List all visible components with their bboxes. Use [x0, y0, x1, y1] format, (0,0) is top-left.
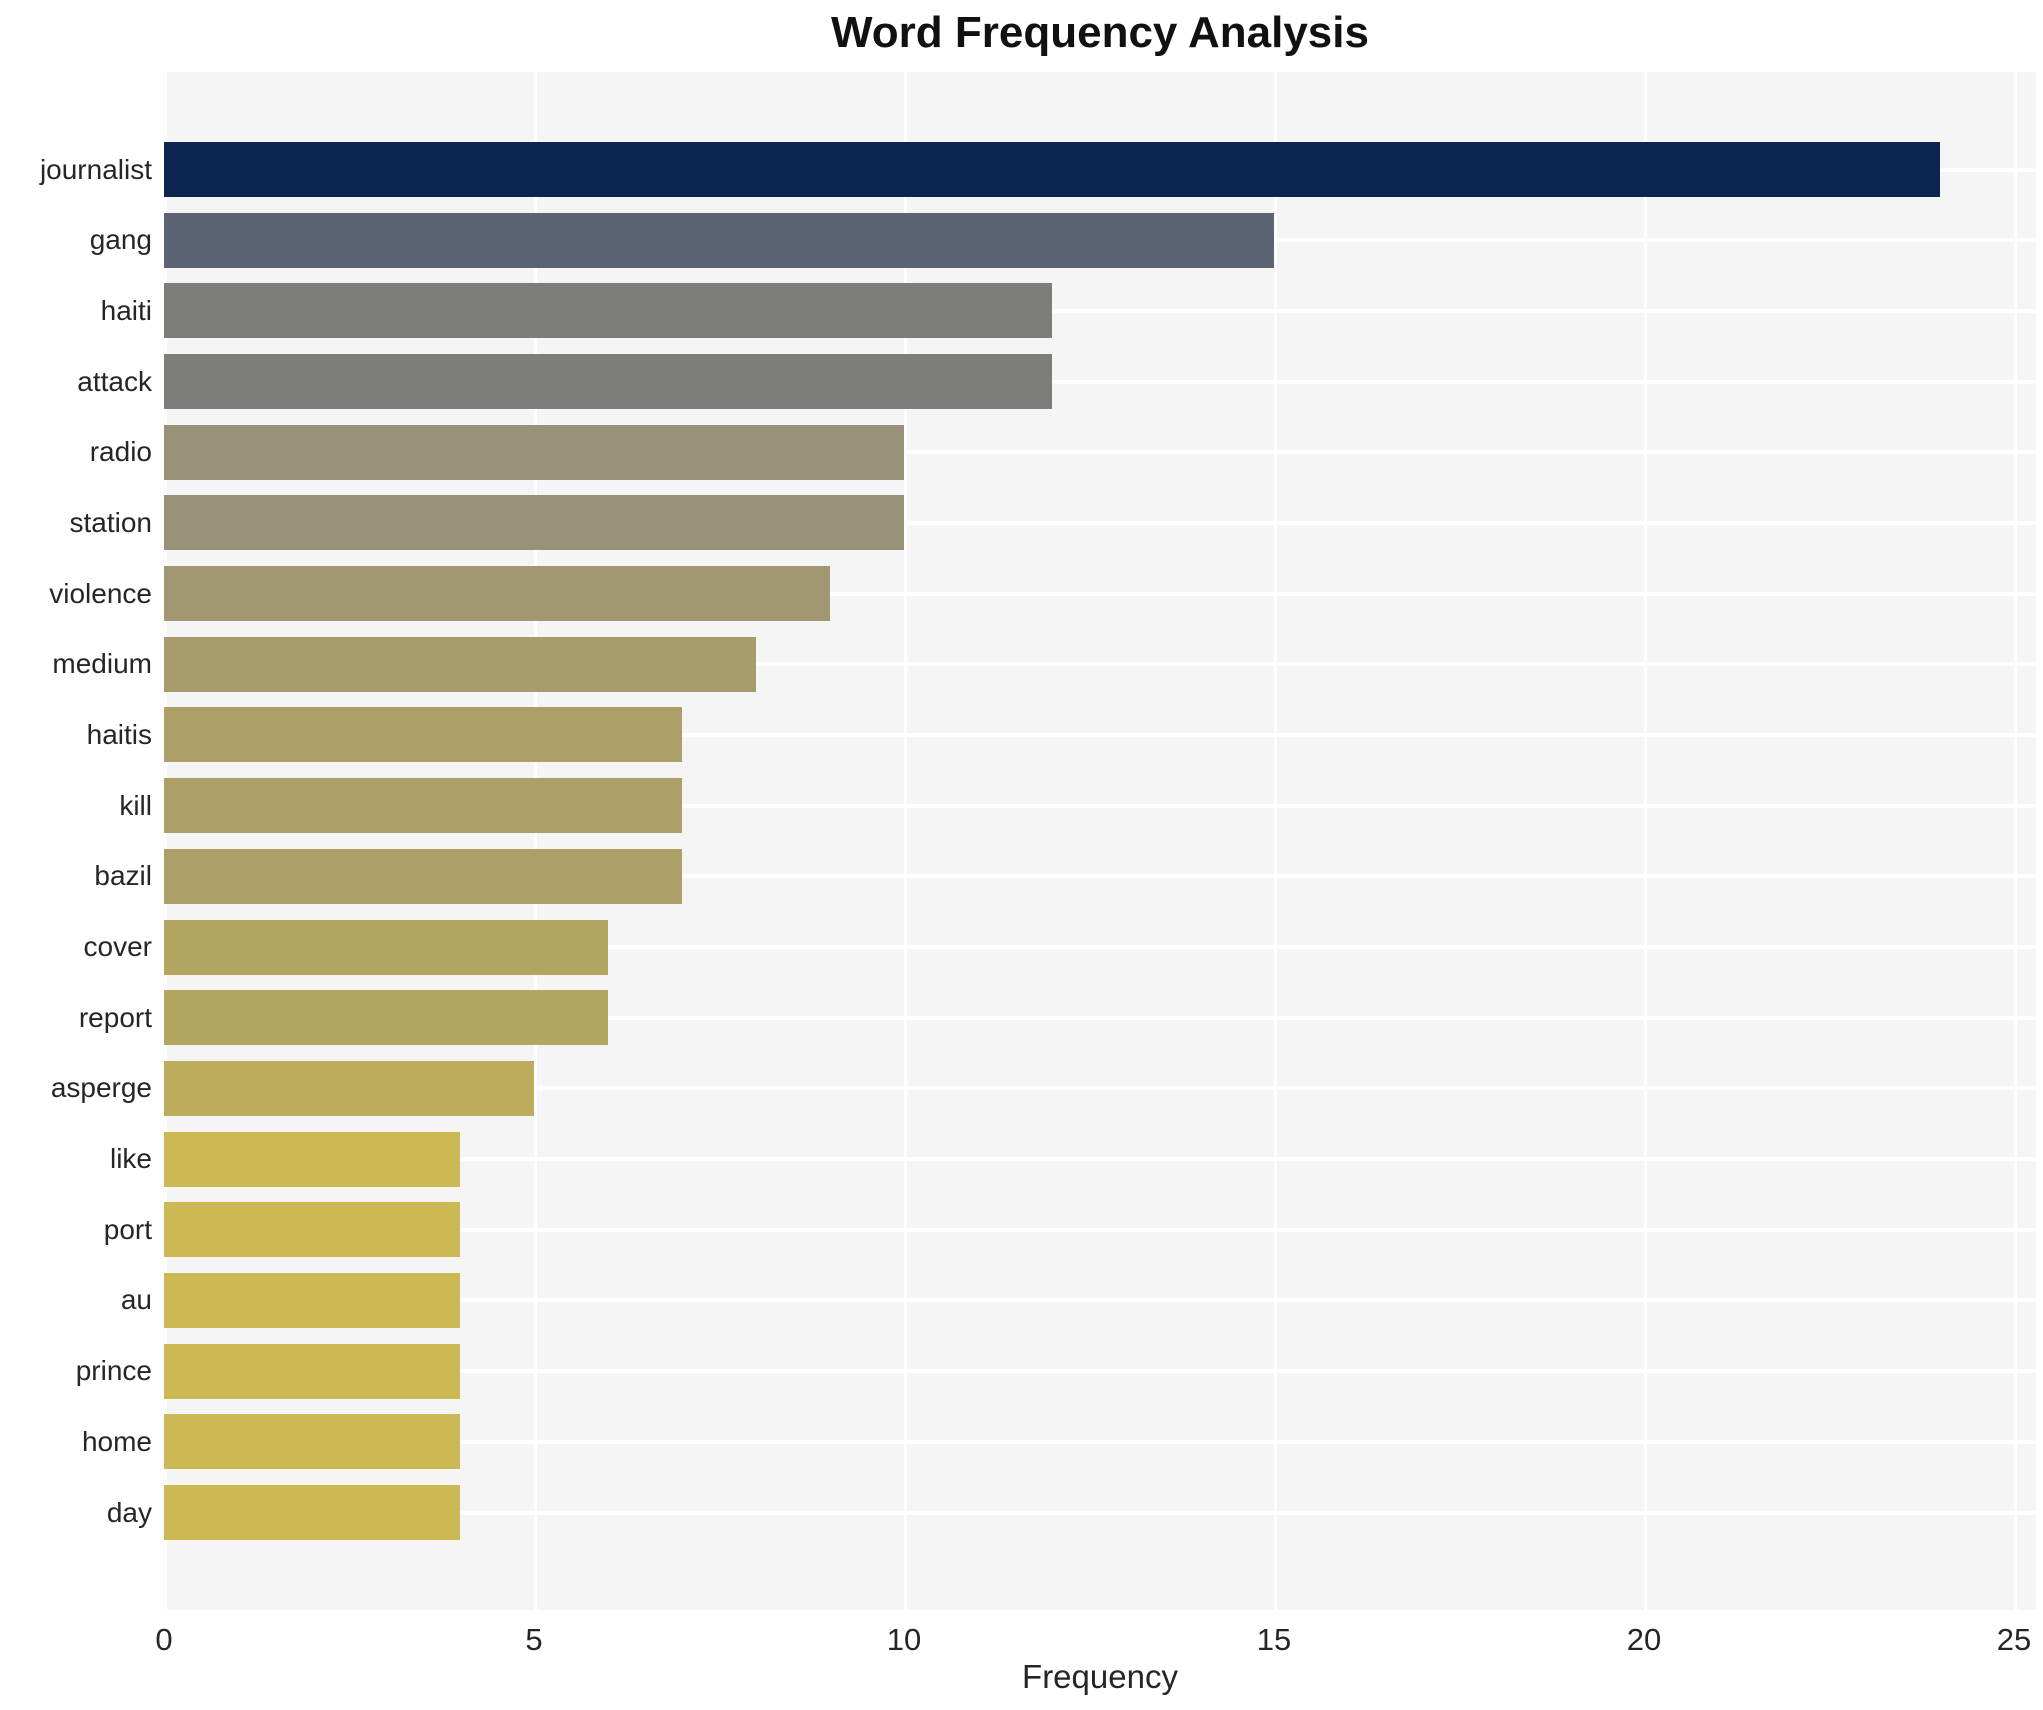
x-tick-5: 5	[525, 1622, 543, 1657]
y-gridline-haiti	[164, 309, 2036, 313]
y-label-cover: cover	[83, 931, 152, 962]
bar-prince	[164, 1344, 460, 1399]
y-label-au: au	[120, 1284, 152, 1315]
y-label-report: report	[78, 1002, 152, 1033]
y-gridline-station	[164, 521, 2036, 525]
y-label-home: home	[81, 1426, 152, 1457]
y-label-station: station	[69, 507, 153, 538]
y-gridline-prince	[164, 1369, 2036, 1373]
y-label-port: port	[103, 1214, 152, 1245]
y-gridline-cover	[164, 945, 2036, 949]
y-label-like: like	[109, 1143, 152, 1174]
y-label-day: day	[106, 1497, 152, 1528]
y-gridline-home	[164, 1440, 2036, 1444]
bar-violence	[164, 566, 830, 621]
bar-report	[164, 990, 608, 1045]
x-tick-10: 10	[886, 1622, 922, 1657]
y-label-haitis: haitis	[86, 719, 152, 750]
bar-asperge	[164, 1061, 534, 1116]
plot-area	[164, 72, 2036, 1610]
y-gridline-asperge	[164, 1086, 2036, 1090]
x-gridline-20	[1644, 72, 1647, 1610]
x-tick-20: 20	[1626, 1622, 1662, 1657]
y-gridline-kill	[164, 804, 2036, 808]
y-label-kill: kill	[119, 790, 152, 821]
bar-kill	[164, 778, 682, 833]
bar-haiti	[164, 283, 1052, 338]
bar-like	[164, 1132, 460, 1187]
y-label-violence: violence	[49, 578, 152, 609]
bar-home	[164, 1414, 460, 1469]
bar-attack	[164, 354, 1052, 409]
bar-day	[164, 1485, 460, 1540]
y-label-prince: prince	[75, 1355, 152, 1386]
y-label-medium: medium	[52, 648, 152, 679]
y-label-haiti: haiti	[100, 295, 152, 326]
x-gridline-10	[904, 72, 907, 1610]
bar-port	[164, 1202, 460, 1257]
bar-journalist	[164, 142, 1940, 197]
x-gridline-0	[164, 72, 167, 1610]
x-axis-title: Frequency	[1022, 1658, 1178, 1695]
bar-gang	[164, 213, 1274, 268]
bar-bazil	[164, 849, 682, 904]
x-gridline-5	[534, 72, 537, 1610]
bar-station	[164, 495, 904, 550]
y-gridline-bazil	[164, 874, 2036, 878]
x-tick-0: 0	[155, 1622, 173, 1657]
chart-title: Word Frequency Analysis	[831, 8, 1369, 57]
y-label-attack: attack	[77, 366, 152, 397]
y-label-radio: radio	[89, 436, 152, 467]
y-gridline-violence	[164, 592, 2036, 596]
y-gridline-like	[164, 1157, 2036, 1161]
bar-haitis	[164, 707, 682, 762]
y-label-asperge: asperge	[50, 1072, 152, 1103]
y-gridline-au	[164, 1298, 2036, 1302]
bar-au	[164, 1273, 460, 1328]
y-gridline-attack	[164, 380, 2036, 384]
bar-radio	[164, 425, 904, 480]
y-gridline-medium	[164, 662, 2036, 666]
y-gridline-report	[164, 1016, 2036, 1020]
y-gridline-day	[164, 1511, 2036, 1515]
bar-cover	[164, 920, 608, 975]
x-tick-25: 25	[1996, 1622, 2032, 1657]
y-gridline-radio	[164, 450, 2036, 454]
x-gridline-15	[1274, 72, 1277, 1610]
bar-medium	[164, 637, 756, 692]
y-gridline-haitis	[164, 733, 2036, 737]
x-gridline-25	[2014, 72, 2017, 1610]
y-label-journalist: journalist	[39, 154, 152, 185]
y-label-bazil: bazil	[94, 860, 152, 891]
x-tick-15: 15	[1256, 1622, 1292, 1657]
y-label-gang: gang	[89, 224, 152, 255]
y-gridline-port	[164, 1228, 2036, 1232]
